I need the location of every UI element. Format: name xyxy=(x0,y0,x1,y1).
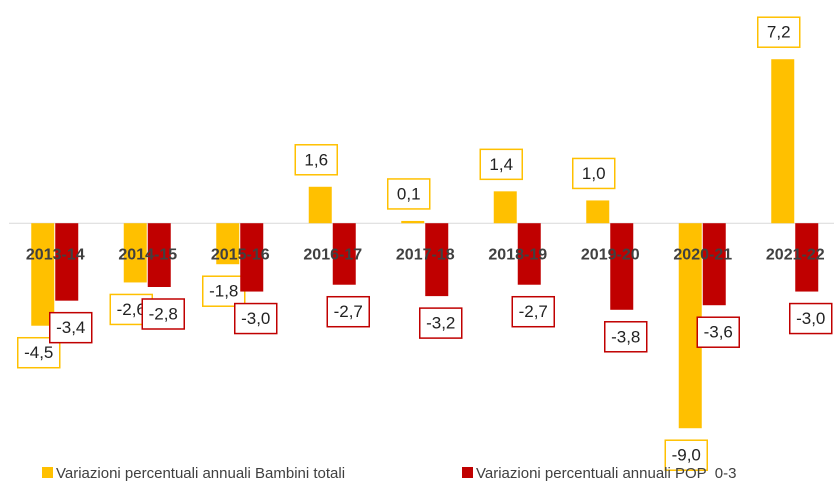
bar xyxy=(702,223,726,306)
value-label: 7,2 xyxy=(767,23,791,42)
legend-swatch xyxy=(462,467,473,478)
bar xyxy=(216,223,240,265)
value-label-box xyxy=(141,298,185,330)
value-label-box xyxy=(326,295,370,328)
value-label-box xyxy=(294,144,338,176)
value-label-box xyxy=(696,316,740,348)
legend-label: Variazioni percentuali annuali Bambini t… xyxy=(56,465,345,482)
value-label: 1,0 xyxy=(582,164,606,183)
x-tick-label: 2018-19 xyxy=(488,246,547,263)
value-label-box xyxy=(604,321,648,353)
value-label: 1,4 xyxy=(489,155,513,174)
bar xyxy=(493,191,517,224)
x-tick-label: 2014-15 xyxy=(118,246,177,263)
bar xyxy=(123,223,147,283)
value-label-box xyxy=(49,311,93,344)
value-label: -1,8 xyxy=(209,282,238,301)
bar xyxy=(401,220,425,224)
bar xyxy=(517,223,541,285)
value-label-box xyxy=(234,302,278,335)
bar xyxy=(55,223,79,301)
value-label: -3,6 xyxy=(704,323,733,342)
value-label: -2,8 xyxy=(149,304,178,323)
value-label-box xyxy=(387,178,431,210)
bar xyxy=(610,223,634,310)
value-label-box xyxy=(789,302,833,335)
legend-swatch xyxy=(42,467,53,478)
x-tick-label: 2013-14 xyxy=(26,246,85,263)
value-label: -3,0 xyxy=(796,309,825,328)
x-tick-label: 2015-16 xyxy=(211,246,270,263)
x-tick-label: 2019-20 xyxy=(581,246,640,263)
value-label: 1,6 xyxy=(304,150,328,169)
bar xyxy=(586,200,610,224)
legend-label: Variazioni percentuali annuali POP 0-3 xyxy=(476,465,736,482)
value-label: -2,7 xyxy=(334,302,363,321)
value-label-box xyxy=(757,16,801,48)
x-tick-label: 2020-21 xyxy=(673,246,732,263)
value-label: -2,7 xyxy=(519,302,548,321)
value-label: -3,8 xyxy=(611,327,640,346)
value-label: -4,5 xyxy=(24,343,53,362)
value-label: -3,2 xyxy=(426,314,455,333)
bar xyxy=(332,223,356,285)
bar xyxy=(795,223,819,292)
x-tick-label: 2016-17 xyxy=(303,246,362,263)
value-label-box xyxy=(572,157,616,190)
x-tick-label: 2021-22 xyxy=(766,246,825,263)
value-label-box xyxy=(479,148,523,181)
x-tick-label: 2017-18 xyxy=(396,246,455,263)
bar xyxy=(771,59,795,224)
value-label: -3,4 xyxy=(56,318,85,337)
value-label-box xyxy=(664,439,708,471)
bar xyxy=(425,223,449,297)
value-label-box xyxy=(419,307,463,339)
bar xyxy=(308,186,332,224)
bar xyxy=(147,223,171,287)
value-label: -9,0 xyxy=(672,446,701,465)
value-label-box xyxy=(511,295,555,328)
bar xyxy=(240,223,264,292)
value-label: -2,6 xyxy=(117,300,146,319)
bar xyxy=(678,223,702,429)
value-label: -3,0 xyxy=(241,309,270,328)
value-label: 0,1 xyxy=(397,184,421,203)
bar xyxy=(31,223,55,326)
